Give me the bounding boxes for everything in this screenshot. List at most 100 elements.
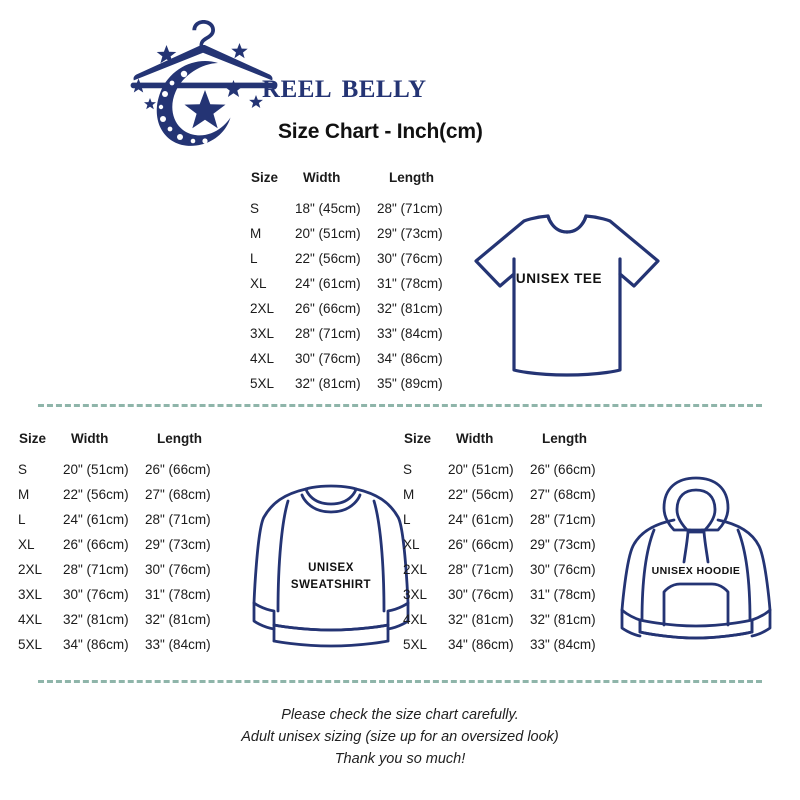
cell-width: 26" (66cm) <box>63 537 129 552</box>
column-header-size: Size <box>19 431 47 446</box>
cell-width: 32" (81cm) <box>63 612 129 627</box>
cell-size: 3XL <box>250 326 275 341</box>
cell-length: 33" (84cm) <box>530 637 596 652</box>
cell-length: 29" (73cm) <box>145 537 211 552</box>
cell-length: 31" (78cm) <box>377 276 443 291</box>
cell-width: 20" (51cm) <box>63 462 129 477</box>
cell-size: 5XL <box>250 376 275 391</box>
cell-width: 32" (81cm) <box>295 376 361 391</box>
cell-width: 28" (71cm) <box>63 562 129 577</box>
cell-length: 29" (73cm) <box>377 226 443 241</box>
cell-size: L <box>250 251 258 266</box>
footer-line-2: Adult unisex sizing (size up for an over… <box>241 729 559 745</box>
table-row: XL 26" (66cm) 29" (73cm) <box>18 537 239 562</box>
table-row: M 22" (56cm) 27" (68cm) <box>18 487 239 512</box>
cell-length: 28" (71cm) <box>377 201 443 216</box>
table-row: 4XL 30" (76cm) 34" (86cm) <box>250 351 471 376</box>
cell-length: 26" (66cm) <box>530 462 596 477</box>
cell-width: 24" (61cm) <box>63 512 129 527</box>
cell-length: 34" (86cm) <box>377 351 443 366</box>
cell-length: 31" (78cm) <box>145 587 211 602</box>
tee-illustration: UNISEX TEE <box>462 200 672 380</box>
column-header-length: Length <box>157 431 202 446</box>
table-row: S 20" (51cm) 26" (66cm) <box>18 462 239 487</box>
cell-width: 20" (51cm) <box>295 226 361 241</box>
cell-length: 28" (71cm) <box>530 512 596 527</box>
table-row: S 18" (45cm) 28" (71cm) <box>250 201 471 226</box>
cell-width: 30" (76cm) <box>63 587 129 602</box>
table-row: 2XL 26" (66cm) 32" (81cm) <box>250 301 471 326</box>
cell-size: M <box>403 487 415 502</box>
cell-width: 32" (81cm) <box>448 612 514 627</box>
table-header-row: Size Width Length <box>250 170 471 201</box>
cell-length: 30" (76cm) <box>530 562 596 577</box>
cell-size: M <box>250 226 262 241</box>
cell-size: 4XL <box>18 612 43 627</box>
cell-length: 26" (66cm) <box>145 462 211 477</box>
cell-size: 3XL <box>18 587 43 602</box>
table-row: 5XL 32" (81cm) 35" (89cm) <box>250 376 471 401</box>
table-header-row: Size Width Length <box>403 431 624 462</box>
column-header-size: Size <box>404 431 432 446</box>
cell-size: 4XL <box>250 351 275 366</box>
cell-size: S <box>250 201 260 216</box>
size-table-sweatshirt: Size Width Length S 20" (51cm) 26" (66cm… <box>18 431 239 662</box>
footer-line-3: Thank you so much! <box>334 751 466 767</box>
footer-line-1: Please check the size chart carefully. <box>281 707 519 723</box>
cell-width: 28" (71cm) <box>295 326 361 341</box>
hoodie-illustration: UNISEX HOODIE <box>608 470 784 660</box>
table-row: 5XL 34" (86cm) 33" (84cm) <box>403 637 624 662</box>
cell-length: 32" (81cm) <box>377 301 443 316</box>
cell-length: 35" (89cm) <box>377 376 443 391</box>
cell-size: 3XL <box>403 587 428 602</box>
cell-length: 31" (78cm) <box>530 587 596 602</box>
table-row: M 20" (51cm) 29" (73cm) <box>250 226 471 251</box>
sweatshirt-illustration: UNISEX SWEATSHIRT <box>248 473 414 658</box>
table-row: 4XL 32" (81cm) 32" (81cm) <box>403 612 624 637</box>
divider-bottom <box>38 680 762 683</box>
hanger-moon-stars-logo-icon <box>126 16 278 146</box>
cell-size: L <box>403 512 411 527</box>
cell-size: M <box>18 487 30 502</box>
garment-label-sweatshirt-line1: UNISEX <box>308 562 354 574</box>
cell-width: 22" (56cm) <box>63 487 129 502</box>
cell-width: 20" (51cm) <box>448 462 514 477</box>
header: Reel Belly Size Chart - Inch(cm) <box>0 8 800 158</box>
cell-width: 24" (61cm) <box>295 276 361 291</box>
cell-size: 2XL <box>18 562 43 577</box>
cell-size: 4XL <box>403 612 428 627</box>
cell-length: 27" (68cm) <box>145 487 211 502</box>
size-table-hoodie: Size Width Length S 20" (51cm) 26" (66cm… <box>403 431 624 662</box>
table-row: L 24" (61cm) 28" (71cm) <box>403 512 624 537</box>
cell-width: 34" (86cm) <box>63 637 129 652</box>
footer-note: Please check the size chart carefully. A… <box>0 704 800 770</box>
table-row: 4XL 32" (81cm) 32" (81cm) <box>18 612 239 637</box>
table-row: 3XL 30" (76cm) 31" (78cm) <box>403 587 624 612</box>
cell-size: 2XL <box>250 301 275 316</box>
cell-length: 32" (81cm) <box>145 612 211 627</box>
brand-name: Reel Belly <box>262 65 427 105</box>
cell-size: XL <box>403 537 420 552</box>
cell-length: 32" (81cm) <box>530 612 596 627</box>
table-row: L 22" (56cm) 30" (76cm) <box>250 251 471 276</box>
cell-length: 30" (76cm) <box>377 251 443 266</box>
cell-width: 26" (66cm) <box>295 301 361 316</box>
cell-length: 33" (84cm) <box>145 637 211 652</box>
garment-label-sweatshirt-line2: SWEATSHIRT <box>291 579 371 591</box>
table-row: 2XL 28" (71cm) 30" (76cm) <box>18 562 239 587</box>
cell-size: 2XL <box>403 562 428 577</box>
column-header-width: Width <box>456 431 494 446</box>
garment-label-hoodie: UNISEX HOODIE <box>652 565 741 577</box>
cell-width: 28" (71cm) <box>448 562 514 577</box>
column-header-width: Width <box>71 431 109 446</box>
cell-size: 5XL <box>403 637 428 652</box>
table-row: XL 24" (61cm) 31" (78cm) <box>250 276 471 301</box>
cell-size: XL <box>250 276 267 291</box>
size-table-tee: Size Width Length S 18" (45cm) 28" (71cm… <box>250 170 471 401</box>
table-row: S 20" (51cm) 26" (66cm) <box>403 462 624 487</box>
cell-length: 29" (73cm) <box>530 537 596 552</box>
cell-width: 30" (76cm) <box>295 351 361 366</box>
table-row: XL 26" (66cm) 29" (73cm) <box>403 537 624 562</box>
table-row: 2XL 28" (71cm) 30" (76cm) <box>403 562 624 587</box>
